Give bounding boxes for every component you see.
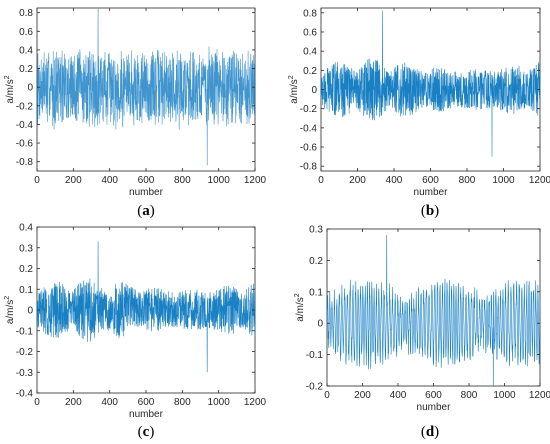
y-tick-label: -0.4	[16, 389, 34, 400]
chart-panel-a: 0 200 400 600 800 1000 1200 -0.8 -0.6 -0.4 -0.2 0 0.…	[4, 7, 267, 219]
y-tick-label: 0.6	[19, 27, 33, 38]
y-tick-label: 0	[317, 319, 323, 330]
panel-caption: (b)	[421, 203, 439, 219]
x-tick-label: 0	[34, 175, 40, 186]
x-axis-label: number	[417, 402, 452, 413]
y-tick-label: 0.6	[303, 27, 317, 38]
x-tick-label: 400	[101, 175, 118, 186]
x-tick-label: 1000	[492, 175, 515, 186]
x-tick-label: 1200	[244, 397, 267, 408]
y-tick-label: 0	[27, 306, 33, 317]
y-tick-label: 0.2	[309, 256, 323, 267]
panel-caption: (d)	[421, 424, 439, 440]
x-tick-label: 400	[386, 175, 403, 186]
series-line	[36, 241, 256, 373]
x-tick-label: 0	[324, 390, 330, 401]
chart-panel-c: 0 200 400 600 800 1000 1200 -0.4 -0.3 -0.2 -0.1 0 0.…	[4, 223, 267, 441]
x-tick-label: 400	[101, 397, 118, 408]
y-tick-label: 0.3	[309, 225, 323, 236]
y-tick-label: -0.2	[306, 382, 324, 393]
x-tick-label: 200	[349, 175, 366, 186]
x-tick-label: 1200	[529, 175, 550, 186]
series-line	[326, 235, 541, 387]
y-tick-label: 0.8	[303, 8, 317, 19]
y-tick-label: 0.2	[303, 66, 317, 77]
chart-panel-b: 0 200 400 600 800 1000 1200 -0.8 -0.6 -0.4 -0.2 0 0.…	[288, 7, 550, 219]
x-tick-label: 600	[138, 397, 155, 408]
y-tick-label: 0.4	[303, 47, 317, 58]
x-tick-label: 1000	[208, 397, 231, 408]
x-tick-label: 600	[138, 175, 155, 186]
x-tick-label: 0	[34, 397, 40, 408]
x-axis-label: number	[129, 409, 164, 420]
y-tick-label: -0.8	[16, 157, 34, 168]
y-tick-label: 0.1	[309, 287, 323, 298]
y-tick-label: 0	[311, 85, 317, 96]
x-tick-label: 800	[174, 175, 191, 186]
x-tick-label: 1000	[208, 175, 231, 186]
x-tick-label: 1200	[529, 390, 550, 401]
chart-panel-d: 0 200 400 600 800 1000 1200 -0.2 -0.1 0 0.1 0.2 0.3 n…	[294, 225, 550, 441]
x-tick-label: 0	[318, 175, 324, 186]
y-tick-label: -0.2	[300, 104, 318, 115]
x-tick-label: 200	[354, 390, 371, 401]
x-tick-label: 800	[174, 397, 191, 408]
y-axis-label: a/m/s2	[4, 296, 16, 324]
y-axis-label: a/m/s2	[4, 75, 16, 103]
x-tick-label: 200	[65, 397, 82, 408]
x-tick-label: 600	[422, 175, 439, 186]
y-tick-label: -0.8	[300, 162, 318, 173]
x-tick-label: 800	[459, 175, 476, 186]
series-line	[36, 8, 256, 166]
y-tick-label: -0.2	[16, 101, 34, 112]
x-axis-label: number	[129, 187, 164, 198]
y-tick-label: -0.1	[16, 326, 34, 337]
x-tick-label: 400	[390, 390, 407, 401]
y-tick-label: 0.2	[19, 64, 33, 75]
y-tick-label: 0.4	[19, 223, 33, 234]
series-line	[320, 10, 541, 157]
x-tick-label: 800	[461, 390, 478, 401]
y-tick-label: 0.3	[19, 243, 33, 254]
x-tick-label: 1200	[244, 175, 267, 186]
y-axis-label: a/m/s2	[288, 75, 300, 103]
x-tick-label: 1000	[493, 390, 516, 401]
x-tick-label: 600	[425, 390, 442, 401]
y-tick-label: 0.4	[19, 45, 33, 56]
y-tick-label: -0.1	[306, 350, 324, 361]
y-tick-label: -0.4	[16, 120, 34, 131]
panel-caption: (a)	[137, 203, 155, 219]
y-axis-label: a/m/s2	[294, 293, 306, 321]
y-tick-label: -0.3	[16, 368, 34, 379]
y-tick-label: -0.6	[16, 139, 34, 150]
y-tick-label: -0.6	[300, 143, 318, 154]
y-tick-label: -0.4	[300, 123, 318, 134]
y-tick-label: 0	[27, 83, 33, 94]
x-tick-label: 200	[65, 175, 82, 186]
panel-caption: (c)	[138, 424, 155, 440]
y-tick-label: 0.2	[19, 264, 33, 275]
y-tick-label: 0.1	[19, 285, 33, 296]
y-tick-label: -0.2	[16, 347, 34, 358]
y-tick-label: 0.8	[19, 8, 33, 19]
x-axis-label: number	[414, 187, 449, 198]
